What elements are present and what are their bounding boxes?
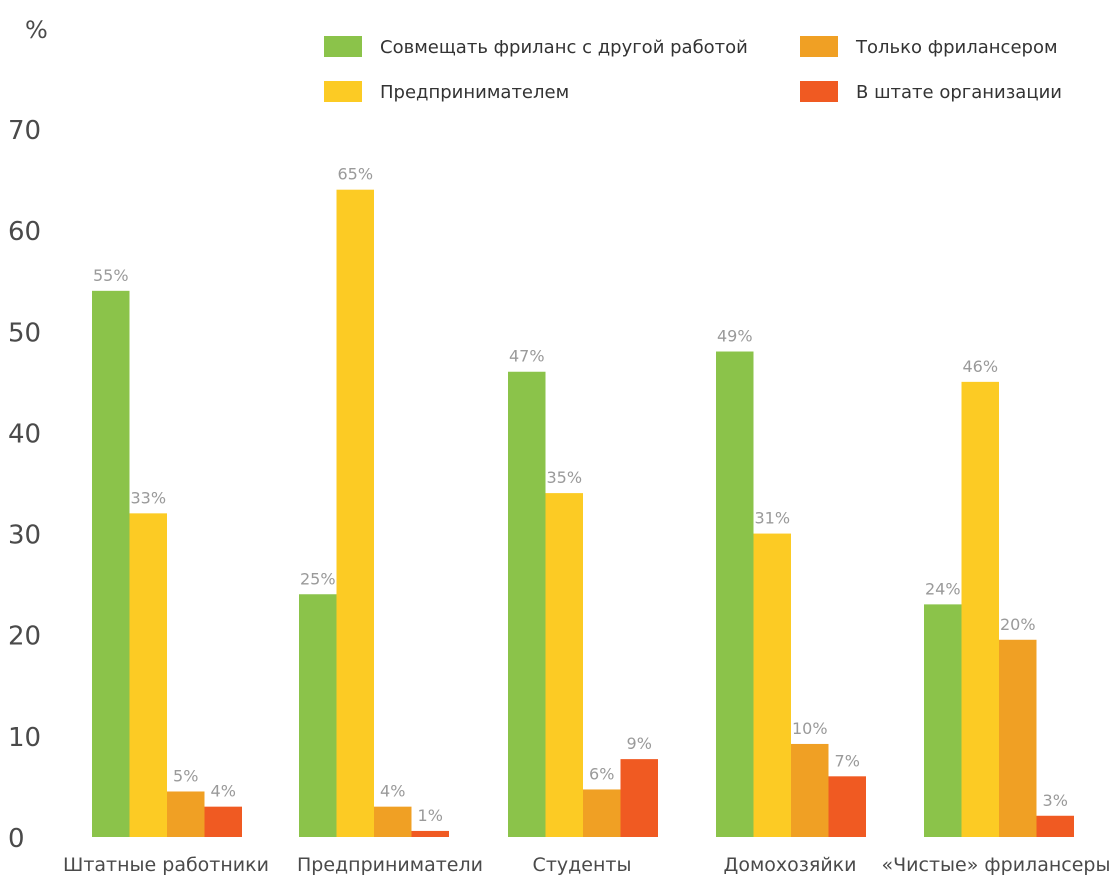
bar-3-4 (791, 743, 829, 837)
data-label-2-3: 35% (546, 468, 582, 487)
legend-label-2: Предпринимателем (380, 82, 569, 103)
bar-2-1 (129, 513, 167, 837)
legend-swatch-3 (800, 36, 838, 57)
data-label-1-2: 25% (300, 569, 336, 588)
data-label-1-3: 47% (509, 347, 545, 366)
bar-3-1 (167, 791, 205, 837)
data-label-4-3: 9% (627, 734, 652, 753)
bar-2-2 (336, 189, 374, 837)
bar-3-2 (374, 806, 412, 837)
data-label-3-4: 10% (792, 719, 828, 738)
y-tick-label-40: 40 (8, 419, 41, 449)
bar-4-5 (1036, 815, 1074, 837)
data-labels-group: 55% 25% 47% 49% 24% 33% 65% 35% 31% 46% 5% 4% 6% 10% 2… (93, 165, 1068, 825)
legend-label-4: В штате организации (856, 82, 1062, 103)
y-tick-label-10: 10 (8, 723, 41, 753)
y-tick-label-50: 50 (8, 318, 41, 348)
y-tick-label-70: 70 (8, 116, 41, 146)
data-label-2-1: 33% (130, 488, 166, 507)
data-label-3-2: 4% (380, 782, 405, 801)
legend-swatch-4 (800, 81, 838, 102)
bar-2-4 (753, 533, 791, 837)
legend: Совмещать фриланс с другой работой Только… (324, 36, 1062, 103)
data-label-1-1: 55% (93, 266, 129, 285)
data-label-3-5: 20% (1000, 615, 1036, 634)
data-label-4-5: 3% (1043, 791, 1068, 810)
legend-swatch-1 (324, 36, 362, 57)
bar-4-4 (828, 776, 866, 837)
data-label-4-1: 4% (211, 782, 236, 801)
data-label-3-1: 5% (173, 766, 198, 785)
data-label-2-4: 31% (754, 509, 790, 528)
bar-2-3 (545, 493, 583, 837)
bar-1-1 (92, 290, 130, 837)
y-axis-unit-label: % (25, 16, 48, 44)
legend-label-3: Только фрилансером (855, 37, 1058, 58)
x-tick-label-4: Домохозяйки (724, 854, 857, 876)
data-label-1-5: 24% (925, 579, 961, 598)
data-label-2-2: 65% (337, 165, 373, 184)
y-tick-label-30: 30 (8, 521, 41, 551)
data-label-4-4: 7% (835, 751, 860, 770)
data-label-2-5: 46% (962, 357, 998, 376)
bars-group (92, 189, 1074, 837)
bar-3-5 (999, 639, 1037, 837)
data-label-4-2: 1% (418, 806, 443, 825)
legend-label-1: Совмещать фриланс с другой работой (380, 37, 748, 58)
y-tick-label-20: 20 (8, 622, 41, 652)
bar-1-3 (508, 371, 546, 837)
data-label-3-3: 6% (589, 764, 614, 783)
bar-2-5 (961, 381, 999, 837)
bar-4-3 (620, 759, 658, 837)
data-label-1-4: 49% (717, 327, 753, 346)
bar-1-2 (299, 594, 337, 837)
y-tick-label-60: 60 (8, 217, 41, 247)
x-tick-label-5: «Чистые» фрилансеры (882, 854, 1111, 876)
x-tick-label-2: Предприниматели (297, 854, 483, 876)
bar-3-3 (583, 789, 621, 837)
y-tick-label-0: 0 (8, 824, 25, 854)
bar-1-5 (924, 604, 962, 837)
bar-4-2 (411, 830, 449, 837)
x-axis: Штатные работники Предприниматели Студенты… (63, 854, 1110, 876)
bar-4-1 (204, 806, 242, 837)
y-axis: 0 10 20 30 40 50 60 70 (8, 116, 41, 854)
x-tick-label-1: Штатные работники (63, 854, 269, 876)
x-tick-label-3: Студенты (533, 854, 632, 876)
bar-1-4 (716, 351, 754, 837)
legend-swatch-2 (324, 81, 362, 102)
